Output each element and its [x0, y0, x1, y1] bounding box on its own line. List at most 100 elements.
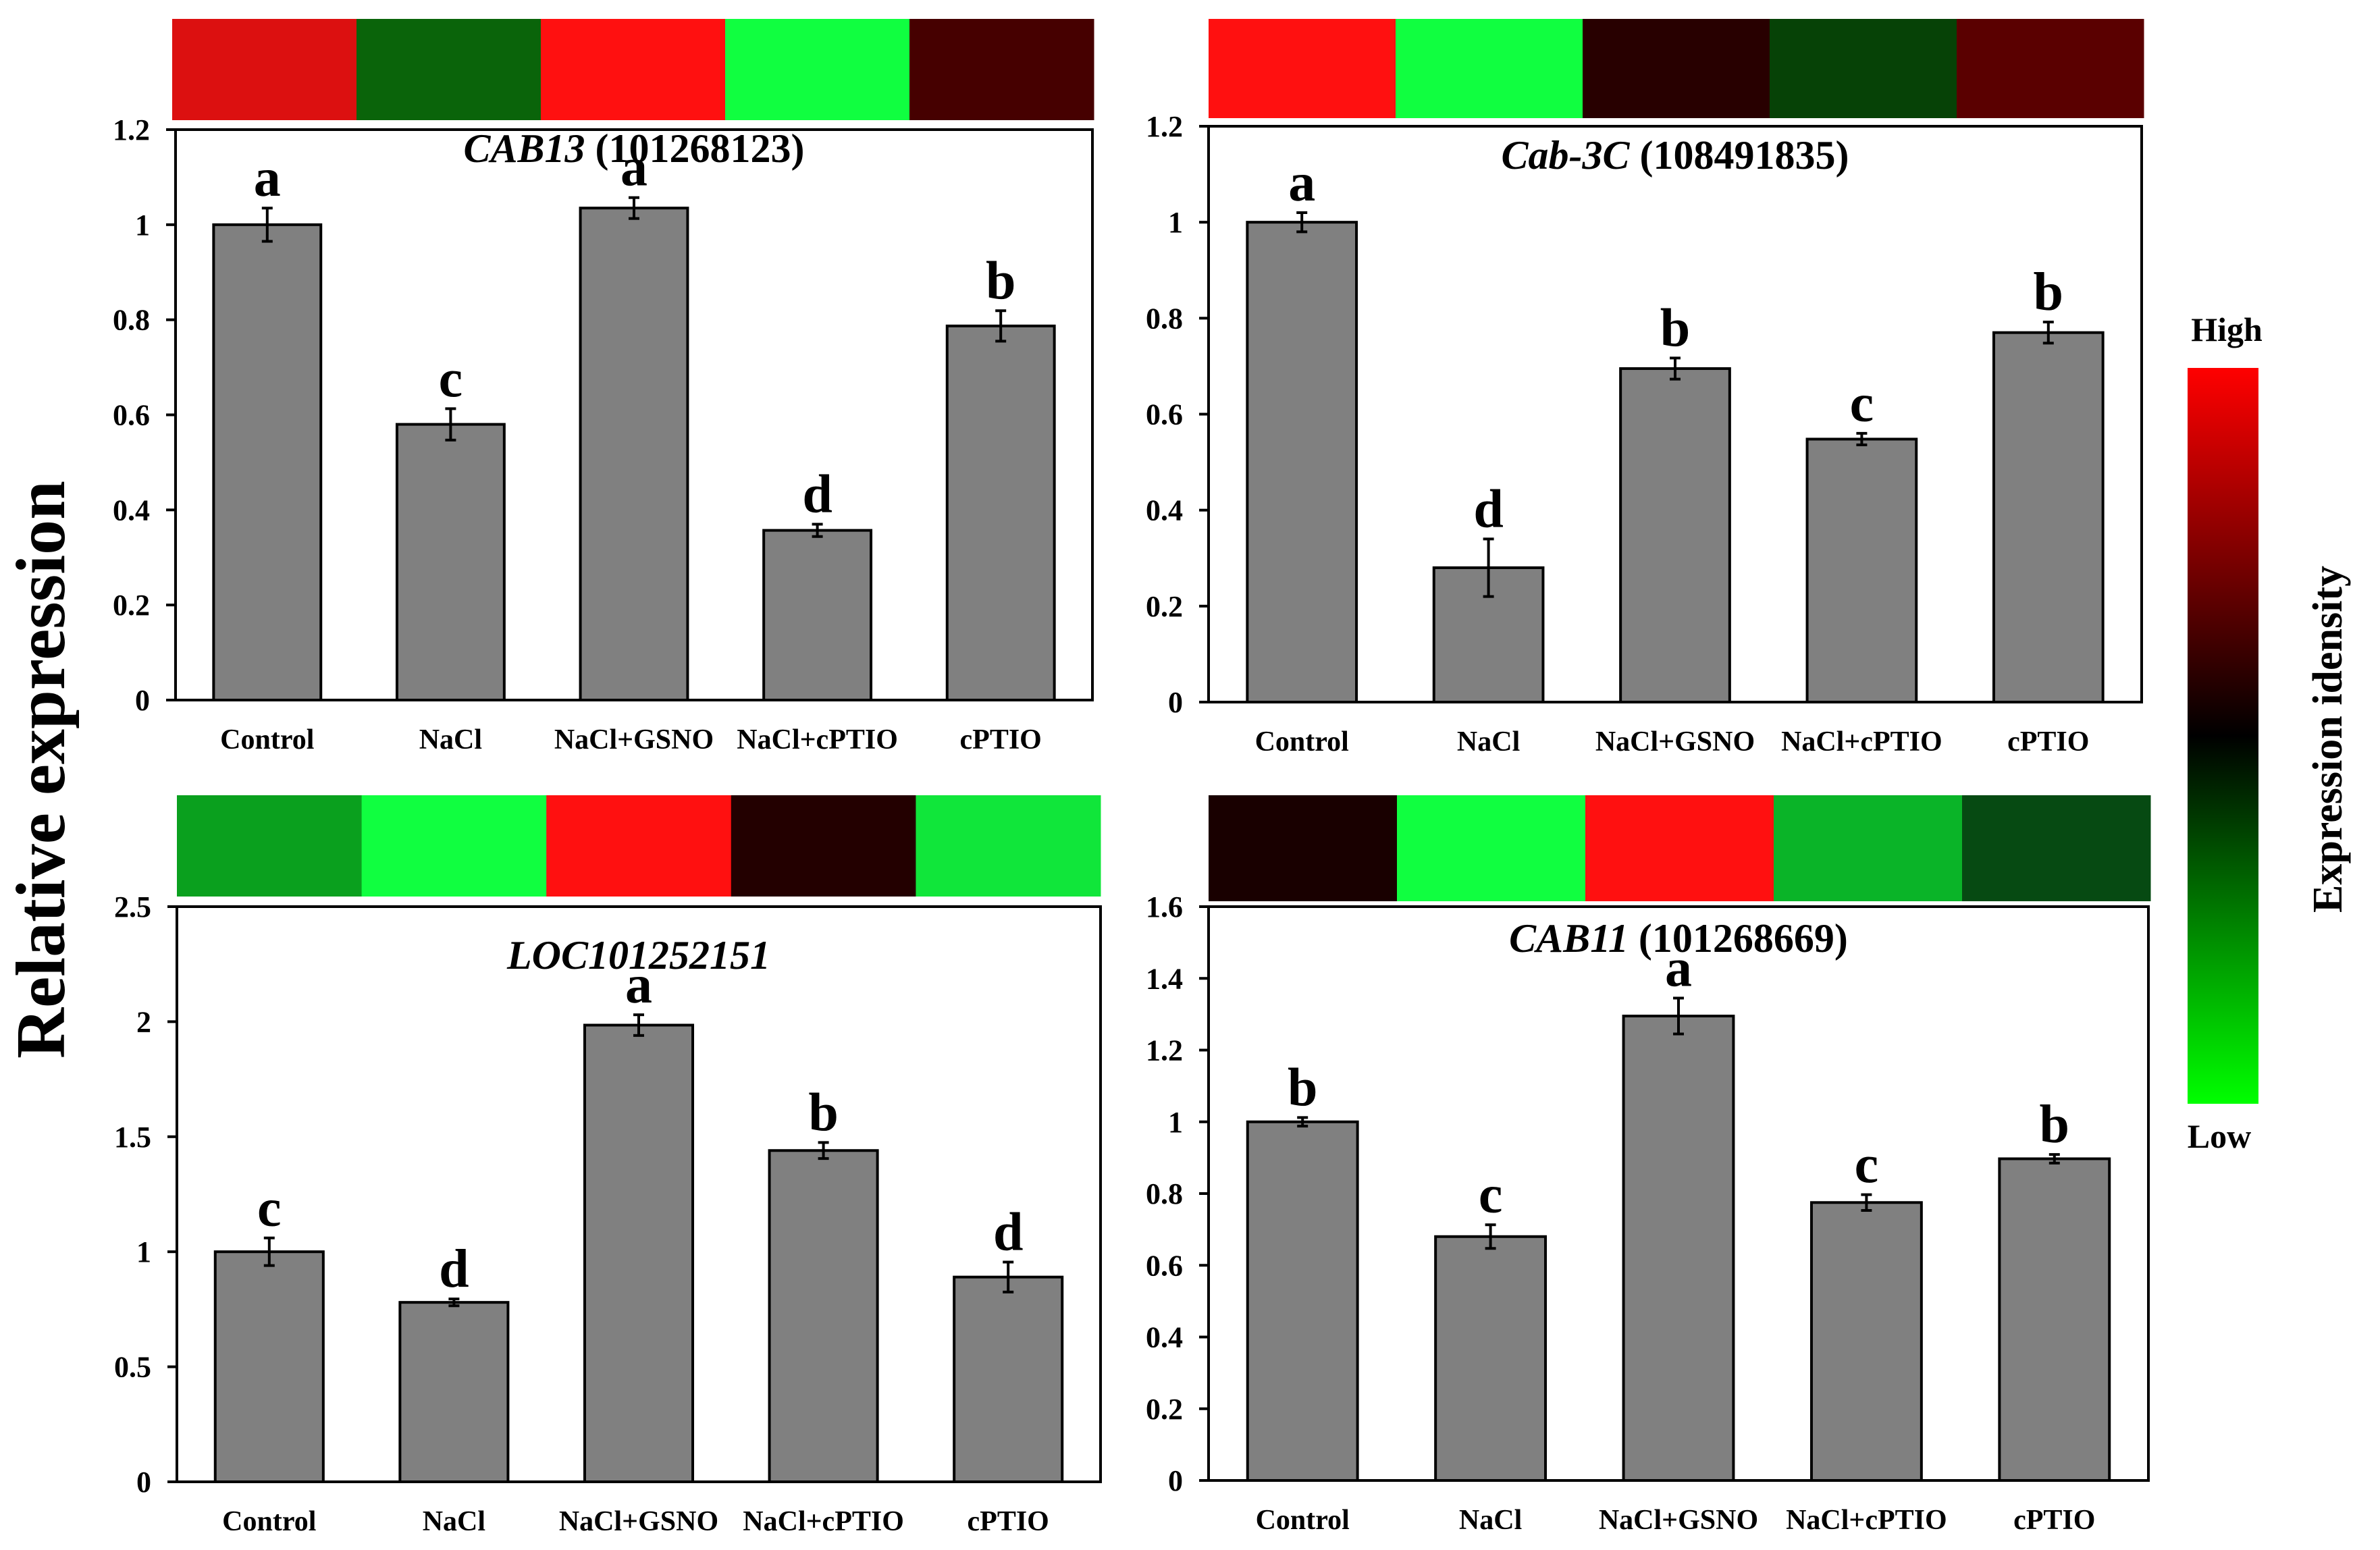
heatmap-cell: [356, 19, 541, 120]
bar: [1619, 367, 1731, 703]
y-tick-label: 0.6: [1146, 398, 1183, 431]
x-tick-label: cPTIO: [2007, 726, 2089, 757]
heatmap-cell: [916, 795, 1101, 897]
significance-letter: c: [1479, 1165, 1503, 1225]
x-tick-label: NaCl+cPTIO: [1786, 1505, 1947, 1536]
bar: [1246, 1120, 1359, 1482]
significance-letter: d: [802, 464, 832, 524]
y-tick-label: 0: [1168, 1464, 1183, 1497]
bar: [395, 423, 506, 701]
heatmap-cell: [541, 19, 726, 120]
significance-letter: d: [993, 1203, 1024, 1262]
bar: [1998, 1157, 2111, 1482]
color-scale-bar: [2188, 368, 2258, 1104]
y-tick-label: 1.6: [1146, 890, 1183, 924]
bar: [1809, 1201, 1923, 1482]
chart-title: Cab-3C (108491835): [1502, 133, 1849, 178]
y-tick-label: 0.4: [1146, 494, 1183, 527]
x-tick-label: NaCl+GSNO: [559, 1506, 718, 1537]
y-tick-label: 1.2: [1146, 110, 1183, 143]
color-scale-low-label: Low: [2188, 1117, 2251, 1155]
x-tick-label: cPTIO: [960, 724, 1042, 755]
heatmap-cell: [725, 19, 910, 120]
x-tick-label: NaCl: [419, 724, 482, 755]
y-tick-label: 1: [135, 209, 150, 242]
y-tick-label: 0.2: [1146, 590, 1183, 623]
heatmap-cell: [1962, 795, 2151, 901]
chart-title: LOC101252151: [506, 933, 770, 978]
chart-panel-cab11: 0 0.2 0.4 0.6 0.8 1 1.2 1.4 1.6 b Control c NaCl a NaC…: [1146, 795, 2151, 1536]
y-tick-label: 1.5: [114, 1121, 151, 1154]
x-tick-label: Control: [1256, 1505, 1350, 1536]
y-tick-label: 0.8: [1146, 1177, 1183, 1210]
heatmap-cell: [361, 795, 547, 897]
y-tick-label: 2.5: [114, 890, 151, 924]
y-tick-label: 0.6: [1146, 1249, 1183, 1282]
significance-letter: b: [986, 251, 1016, 311]
bar: [945, 324, 1056, 701]
x-tick-label: NaCl: [423, 1506, 485, 1537]
y-tick-label: 0.4: [113, 493, 150, 527]
y-axis-label: Relative expression: [2, 481, 80, 1059]
x-tick-label: NaCl: [1459, 1505, 1522, 1536]
bar: [1992, 331, 2105, 703]
heatmap-cell: [1209, 19, 1396, 118]
chart-panel-cab3c: 0 0.2 0.4 0.6 0.8 1 1.2 a Control d NaCl b NaCl+GSNO…: [1146, 19, 2144, 757]
bar: [762, 529, 873, 701]
y-tick-label: 1: [1168, 206, 1183, 239]
significance-letter: a: [254, 149, 281, 208]
color-scale-legend: High Low Expression idensity: [2188, 311, 2351, 1155]
bar: [1805, 437, 1918, 703]
color-scale-title: Expression idensity: [2305, 566, 2351, 913]
bar: [1246, 221, 1358, 703]
heatmap-cell: [1957, 19, 2144, 118]
heatmap-cell: [1583, 19, 1770, 118]
color-scale-high-label: High: [2191, 311, 2263, 348]
significance-letter: c: [1850, 374, 1874, 433]
significance-letter: b: [808, 1083, 839, 1142]
heatmap-cell: [1397, 795, 1586, 901]
x-tick-label: Control: [222, 1506, 316, 1537]
significance-letter: b: [1288, 1058, 1318, 1117]
x-tick-label: Control: [1255, 726, 1349, 757]
y-tick-label: 1: [1168, 1106, 1183, 1139]
y-tick-label: 0.5: [114, 1351, 151, 1384]
y-tick-label: 0.8: [113, 304, 150, 337]
y-tick-label: 0: [136, 1466, 151, 1499]
chart-panel-cab13: 0 0.2 0.4 0.6 0.8 1 1.2 a Control c NaCl a NaCl+GSNO…: [113, 19, 1094, 755]
significance-letter: a: [1288, 153, 1315, 213]
heatmap-cell: [172, 19, 357, 120]
y-tick-label: 1.2: [1146, 1034, 1183, 1067]
heatmap-cell: [1585, 795, 1774, 901]
x-tick-label: NaCl+cPTIO: [743, 1506, 904, 1537]
bar: [953, 1275, 1064, 1483]
x-tick-label: NaCl+GSNO: [554, 724, 714, 755]
heatmap-cell: [909, 19, 1094, 120]
y-tick-label: 1.2: [113, 113, 150, 146]
y-tick-label: 0: [135, 684, 150, 717]
x-tick-label: NaCl+GSNO: [1595, 726, 1755, 757]
heatmap-cell: [1774, 795, 1963, 901]
heatmap-cell: [1209, 795, 1398, 901]
significance-letter: a: [625, 955, 652, 1015]
bar: [579, 207, 689, 701]
significance-letter: c: [439, 349, 463, 408]
heatmap-cell: [731, 795, 916, 897]
y-tick-label: 2: [136, 1005, 151, 1038]
significance-letter: d: [439, 1239, 469, 1299]
significance-letter: b: [2040, 1095, 2070, 1154]
significance-letter: a: [620, 138, 647, 198]
chart-title: CAB11 (101268669): [1509, 916, 1848, 961]
x-tick-label: cPTIO: [2013, 1505, 2095, 1536]
heatmap-cell: [1770, 19, 1957, 118]
x-tick-label: cPTIO: [968, 1506, 1049, 1537]
chart-panel-loc101252151: 0 0.5 1 1.5 2 2.5 c Control d NaCl a NaCl+GSNO b NaCl…: [114, 795, 1102, 1537]
heatmap-cell: [546, 795, 732, 897]
significance-letter: c: [1855, 1135, 1879, 1195]
bar: [768, 1149, 879, 1484]
x-tick-label: NaCl: [1457, 726, 1520, 757]
x-tick-label: NaCl+GSNO: [1599, 1505, 1758, 1536]
bar: [213, 1250, 325, 1483]
bar: [1434, 1235, 1548, 1482]
